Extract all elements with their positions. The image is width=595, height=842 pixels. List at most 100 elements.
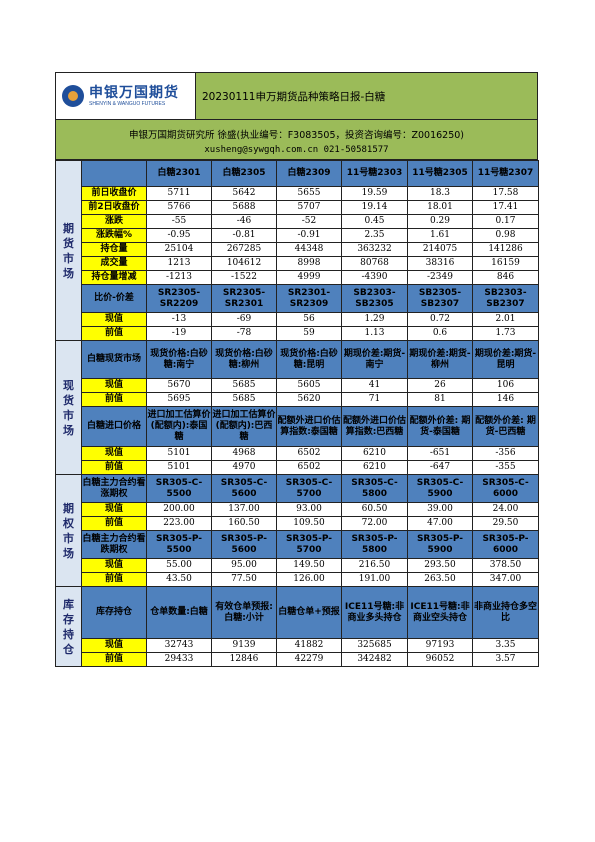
- table-cell: 1.29: [341, 312, 408, 327]
- analyst-line: 申银万国期货研究所 徐盛(执业编号：F3083505，投资咨询编号：Z00162…: [128, 130, 465, 141]
- table-cell: 342482: [341, 652, 408, 667]
- table-cell: 5642: [211, 186, 277, 201]
- table-cell: -355: [472, 460, 539, 475]
- table-cell: 5685: [211, 378, 277, 393]
- row-label: 现值: [81, 378, 147, 393]
- table-cell: 5620: [276, 392, 342, 407]
- column-header: 期现价差:期货-南宁: [341, 340, 408, 379]
- table-cell: 97193: [407, 638, 473, 653]
- analyst-info: 申银万国期货研究所 徐盛(执业编号：F3083505，投资咨询编号：Z00162…: [55, 126, 538, 160]
- section-label: 期 货 市 场: [55, 160, 82, 341]
- column-header: 配额外进口价估算指数:巴西糖: [341, 406, 408, 447]
- table-cell: 16159: [472, 256, 539, 271]
- column-header: 白糖仓单+预报: [276, 586, 342, 639]
- table-cell: 60.50: [341, 502, 408, 517]
- row-group-label: 比价-价差: [81, 284, 147, 313]
- column-header: 现货价格:白砂糖:南宁: [146, 340, 212, 379]
- table-cell: -1213: [146, 270, 212, 285]
- column-header: SR2301-SR2309: [276, 284, 342, 313]
- row-label: 前值: [81, 460, 147, 475]
- table-cell: 96052: [407, 652, 473, 667]
- table-cell: 126.00: [276, 572, 342, 587]
- table-cell: 3.57: [472, 652, 539, 667]
- table-cell: 5766: [146, 200, 212, 215]
- row-group-label: [81, 160, 147, 187]
- column-header: 现货价格:白砂糖:昆明: [276, 340, 342, 379]
- column-header: SR305-C-5500: [146, 474, 212, 503]
- row-label: 前值: [81, 516, 147, 531]
- row-label: 现值: [81, 446, 147, 461]
- section-label: 期 权 市 场: [55, 474, 82, 587]
- table-cell: 17.58: [472, 186, 539, 201]
- table-cell: 106: [472, 378, 539, 393]
- table-cell: 378.50: [472, 558, 539, 573]
- table-cell: 6210: [341, 446, 408, 461]
- column-header: 白糖2309: [276, 160, 342, 187]
- table-cell: 77.50: [211, 572, 277, 587]
- table-cell: 42279: [276, 652, 342, 667]
- table-cell: -651: [407, 446, 473, 461]
- table-cell: 223.00: [146, 516, 212, 531]
- table-row: 前值 5101 4970 6502 6210 -647 -355: [56, 460, 539, 475]
- table-cell: 6210: [341, 460, 408, 475]
- table-row: 持仓量 25104 267285 44348 363232 214075 141286: [56, 242, 539, 257]
- report-header: 申银万国期货 SHENYIN & WANGUO FUTURES 20230111…: [55, 72, 538, 120]
- column-header: 现货价格:白砂糖:柳州: [211, 340, 277, 379]
- column-header: 配额外进口价估算指数:泰国糖: [276, 406, 342, 447]
- column-header: SB2305-SB2307: [407, 284, 473, 313]
- table-cell: -0.81: [211, 228, 277, 243]
- table-row: 持仓量增减 -1213 -1522 4999 -4390 -2349 846: [56, 270, 539, 285]
- table-cell: 846: [472, 270, 539, 285]
- table-cell: 47.00: [407, 516, 473, 531]
- table-cell: -46: [211, 214, 277, 229]
- table-header-row: 现 货 市 场白糖现货市场 现货价格:白砂糖:南宁 现货价格:白砂糖:柳州 现货价格:…: [55, 340, 539, 475]
- column-header: 有效仓单预报:白糖:小计: [211, 586, 277, 639]
- row-label: 现值: [81, 638, 147, 653]
- column-header: ICE11号糖:非商业多头持仓: [341, 586, 408, 639]
- table-cell: 24.00: [472, 502, 539, 517]
- table-cell: 12846: [211, 652, 277, 667]
- column-header: SR2305-SR2209: [146, 284, 212, 313]
- logo-emblem-icon: [62, 85, 84, 107]
- column-header: SR305-P-5900: [407, 530, 473, 559]
- table-cell: 2.01: [472, 312, 539, 327]
- table-header-row: 期 货 市 场白糖2301 白糖2305 白糖2309 11号糖2303 11号糖230…: [55, 160, 539, 341]
- table-row: 现值 55.00 95.00 149.50 216.50 293.50 378.50: [56, 558, 539, 573]
- column-header: 11号糖2303: [341, 160, 408, 187]
- table-cell: 2.35: [341, 228, 408, 243]
- table-cell: 4999: [276, 270, 342, 285]
- table-cell: 347.00: [472, 572, 539, 587]
- column-header: SR305-C-5600: [211, 474, 277, 503]
- table-cell: 1.13: [341, 326, 408, 341]
- column-header: 进口加工估算价(配额内):巴西糖: [211, 406, 277, 447]
- table-cell: 19.14: [341, 200, 408, 215]
- table-header-row: 期 权 市 场白糖主力合约看涨期权 SR305-C-5500 SR305-C-560…: [55, 474, 539, 587]
- column-header: SR2305-SR2301: [211, 284, 277, 313]
- column-header: 配额外价差: 期货-巴西糖: [472, 406, 539, 447]
- table-cell: 44348: [276, 242, 342, 257]
- column-header: 进口加工估算价(配额内):泰国糖: [146, 406, 212, 447]
- table-cell: 263.50: [407, 572, 473, 587]
- column-header: SR305-C-5900: [407, 474, 473, 503]
- column-header: 白糖2301: [146, 160, 212, 187]
- table-cell: 0.45: [341, 214, 408, 229]
- table-cell: 29.50: [472, 516, 539, 531]
- table-cell: 0.6: [407, 326, 473, 341]
- table-cell: 72.00: [341, 516, 408, 531]
- table-cell: 55.00: [146, 558, 212, 573]
- column-header: SR305-P-6000: [472, 530, 539, 559]
- table-cell: -356: [472, 446, 539, 461]
- table-cell: 5605: [276, 378, 342, 393]
- table-cell: -55: [146, 214, 212, 229]
- table-cell: -0.91: [276, 228, 342, 243]
- table-cell: 191.00: [341, 572, 408, 587]
- row-group-label: 白糖进口价格: [81, 406, 147, 447]
- table-cell: 146: [472, 392, 539, 407]
- table-cell: -4390: [341, 270, 408, 285]
- row-label: 前值: [81, 392, 147, 407]
- table-cell: 80768: [341, 256, 408, 271]
- table-row: 涨跌 -55 -46 -52 0.45 0.29 0.17: [56, 214, 539, 229]
- table-cell: -0.95: [146, 228, 212, 243]
- table-cell: 104612: [211, 256, 277, 271]
- row-label: 涨跌幅%: [81, 228, 147, 243]
